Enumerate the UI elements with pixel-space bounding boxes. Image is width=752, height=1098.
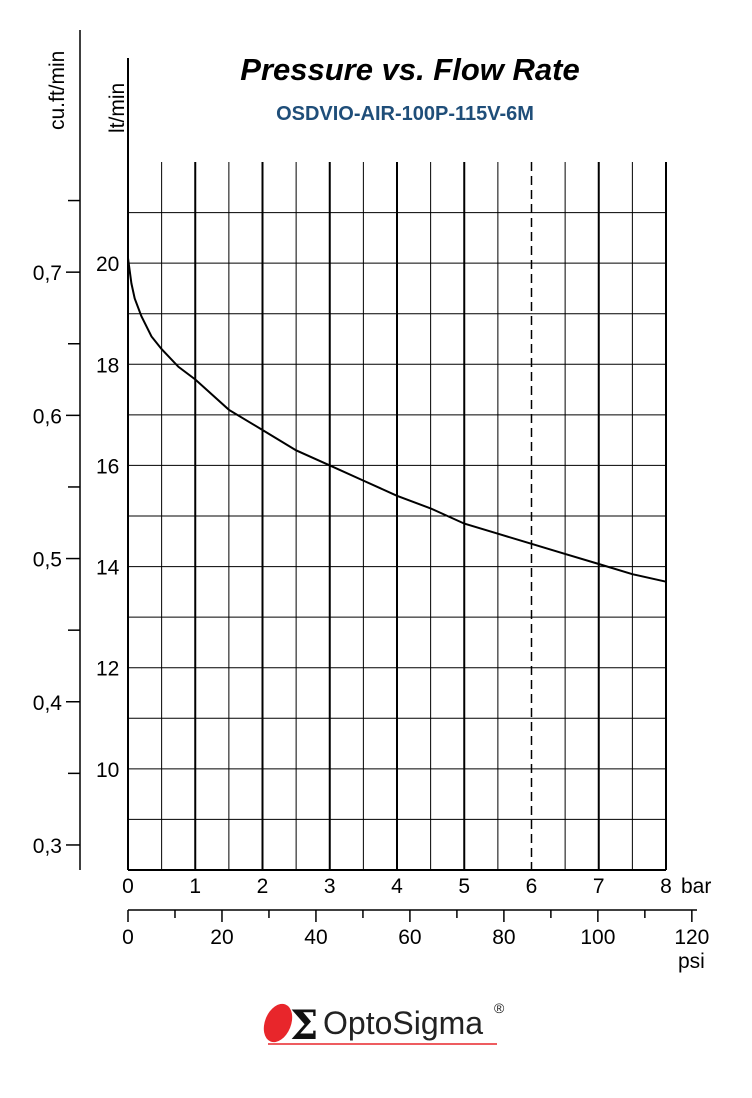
y2-tick-label: 0,6 <box>33 405 62 428</box>
grid <box>128 162 667 870</box>
x2-tick-label: 0 <box>122 926 134 949</box>
x-tick-label: 1 <box>189 875 201 898</box>
logo-sigma-glyph: Σ <box>290 1002 318 1049</box>
x2-tick-label: 20 <box>210 926 233 949</box>
x-tick-label: 5 <box>458 875 470 898</box>
x-tick-label: 4 <box>391 875 403 898</box>
y2-tick-label: 0,3 <box>33 835 62 858</box>
y2-tick-label: 0,7 <box>33 262 62 285</box>
logo-registered-mark: ® <box>494 1000 505 1016</box>
x2-tick-label: 120 <box>674 926 709 949</box>
axes <box>66 30 697 922</box>
logo-brand-name: OptoSigma <box>323 1005 483 1041</box>
x2-tick-label: 100 <box>580 926 615 949</box>
chart-title: Pressure vs. Flow Rate <box>240 52 579 87</box>
y2-axis-label: cu.ft/min <box>46 51 69 130</box>
x-tick-label: 3 <box>324 875 336 898</box>
y-tick-label: 20 <box>96 253 119 276</box>
y2-tick-label: 0,5 <box>33 549 62 572</box>
logo-red-mark <box>263 1003 293 1043</box>
x2-tick-label: 60 <box>398 926 421 949</box>
y-tick-label: 14 <box>96 557 120 580</box>
optosigma-logo: Σ OptoSigma ® <box>263 1000 505 1049</box>
x2-tick-label: 40 <box>304 926 327 949</box>
x2-tick-label: 80 <box>492 926 515 949</box>
x-tick-label: 7 <box>593 875 605 898</box>
y2-tick-label: 0,4 <box>33 692 63 715</box>
y-axis-label: lt/min <box>106 83 129 133</box>
x-tick-label: 8 <box>660 875 672 898</box>
x-tick-label: 0 <box>122 875 134 898</box>
y-tick-label: 12 <box>96 658 119 681</box>
x-tick-label: 2 <box>257 875 269 898</box>
x2-axis-unit-psi: psi <box>678 950 705 973</box>
y-tick-label: 18 <box>96 354 119 377</box>
y-tick-label: 16 <box>96 455 119 478</box>
series-layer <box>127 257 667 583</box>
x-axis-unit-bar: bar <box>681 875 711 898</box>
chart-subtitle: OSDVIO-AIR-100P-115V-6M <box>276 103 534 125</box>
x-tick-label: 6 <box>526 875 538 898</box>
y-tick-label: 10 <box>96 759 119 782</box>
flow-curve <box>127 257 667 583</box>
